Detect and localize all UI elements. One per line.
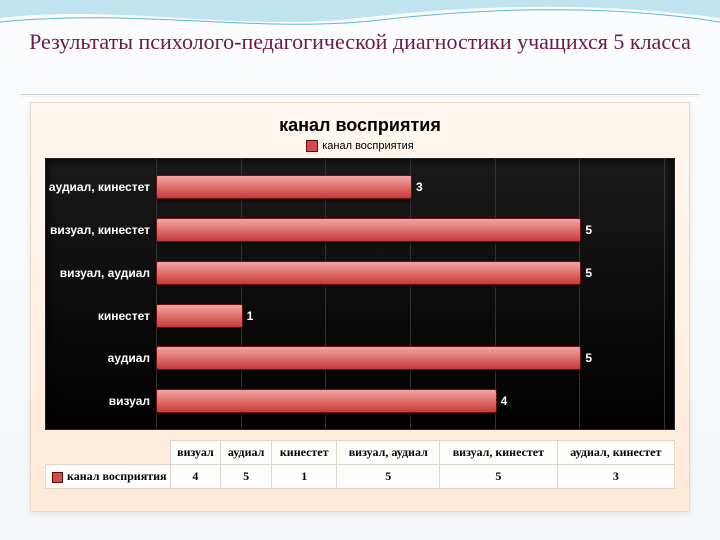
bar-value: 4 — [501, 394, 508, 408]
divider — [20, 94, 700, 95]
divider — [20, 96, 700, 97]
table-col-header: аудиал — [221, 441, 272, 465]
bar-value: 5 — [585, 266, 592, 280]
table-cell: 4 — [170, 465, 221, 489]
page-title: Результаты психолого-педагогической диаг… — [0, 28, 720, 56]
y-axis-label: визуал — [46, 394, 150, 408]
bar-value: 5 — [585, 351, 592, 365]
bar — [156, 389, 497, 413]
y-axis-label: аудиал — [46, 351, 150, 365]
y-axis-label: визуал, кинестет — [46, 223, 150, 237]
data-table: визуалаудиалкинестетвизуал, аудиалвизуал… — [45, 440, 675, 489]
table-cell: 5 — [221, 465, 272, 489]
table-cell: 5 — [337, 465, 440, 489]
legend-label: канал восприятия — [322, 140, 414, 152]
bar-value: 3 — [416, 180, 423, 194]
bar — [156, 304, 243, 328]
table-cell: 3 — [557, 465, 674, 489]
table-col-header: визуал, кинестет — [440, 441, 558, 465]
chart-title: канал восприятия — [45, 115, 675, 136]
table-col-header: кинестет — [271, 441, 336, 465]
table-row-header: канал восприятия — [46, 465, 171, 489]
chart-container: канал восприятия канал восприятия аудиал… — [30, 102, 690, 512]
chart-plot: аудиал, кинестет визуал, кинестет визуал, … — [45, 158, 675, 430]
table-col-header: аудиал, кинестет — [557, 441, 674, 465]
chart-legend: канал восприятия — [45, 140, 675, 152]
table-col-header: визуал — [170, 441, 221, 465]
bar-value: 1 — [247, 309, 254, 323]
table-col-header: визуал, аудиал — [337, 441, 440, 465]
y-axis-label: аудиал, кинестет — [46, 180, 150, 194]
table-cell: 1 — [271, 465, 336, 489]
table-cell: 5 — [440, 465, 558, 489]
bar — [156, 346, 581, 370]
legend-swatch — [306, 140, 318, 152]
bar-value: 5 — [585, 223, 592, 237]
y-axis-label: визуал, аудиал — [46, 266, 150, 280]
bar — [156, 175, 412, 199]
bar — [156, 261, 581, 285]
decorative-wave — [0, 0, 720, 30]
y-axis-label: кинестет — [46, 309, 150, 323]
bar — [156, 218, 581, 242]
